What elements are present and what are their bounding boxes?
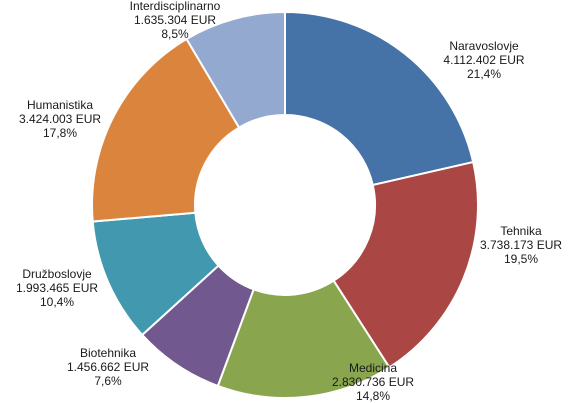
data-label-humanistika: Humanistika 3.424.003 EUR 17,8% (19, 98, 101, 140)
label-percent: 10,4% (40, 295, 74, 309)
data-label-naravoslovje: Naravoslovje 4.112.402 EUR 21,4% (443, 39, 524, 81)
label-value: 3.424.003 EUR (19, 112, 101, 126)
label-value: 4.112.402 EUR (443, 53, 524, 67)
label-percent: 21,4% (467, 67, 501, 81)
label-name: Tehnika (500, 224, 542, 238)
slice-tehnika (332, 160, 479, 369)
label-name: Humanistika (27, 98, 93, 112)
slice-interdisciplinarno (185, 10, 286, 129)
label-value: 1.635.304 EUR (134, 13, 216, 27)
data-label-tehnika: Tehnika 3.738.173 EUR 19,5% (480, 224, 562, 266)
label-name: Naravoslovje (449, 39, 519, 53)
label-name: Medicina (349, 361, 397, 375)
label-name: Interdisciplinarno (130, 0, 221, 13)
data-label-interdisciplinarno: Interdisciplinarno 1.635.304 EUR 8,5% (130, 0, 221, 41)
slice-humanistika (91, 37, 241, 223)
slice-medicina (216, 279, 391, 399)
label-name: Družboslovje (22, 267, 92, 281)
label-percent: 7,6% (94, 374, 122, 388)
label-percent: 19,5% (504, 252, 538, 266)
label-percent: 14,8% (356, 389, 390, 403)
data-label-medicina: Medicina 2.830.736 EUR 14,8% (332, 361, 414, 403)
slice-naravoslovje (284, 10, 475, 187)
label-percent: 17,8% (43, 126, 77, 140)
label-name: Biotehnika (80, 346, 136, 360)
label-value: 3.738.173 EUR (480, 238, 562, 252)
data-label-dru-boslovje: Družboslovje 1.993.465 EUR 10,4% (16, 267, 98, 309)
slices-group (91, 10, 479, 399)
label-percent: 8,5% (161, 27, 189, 41)
label-value: 1.456.662 EUR (67, 360, 149, 374)
label-value: 2.830.736 EUR (332, 375, 414, 389)
labels-group: Naravoslovje 4.112.402 EUR 21,4% Tehnika 3.7… (16, 0, 562, 403)
label-value: 1.993.465 EUR (16, 281, 98, 295)
data-label-biotehnika: Biotehnika 1.456.662 EUR 7,6% (67, 346, 149, 388)
